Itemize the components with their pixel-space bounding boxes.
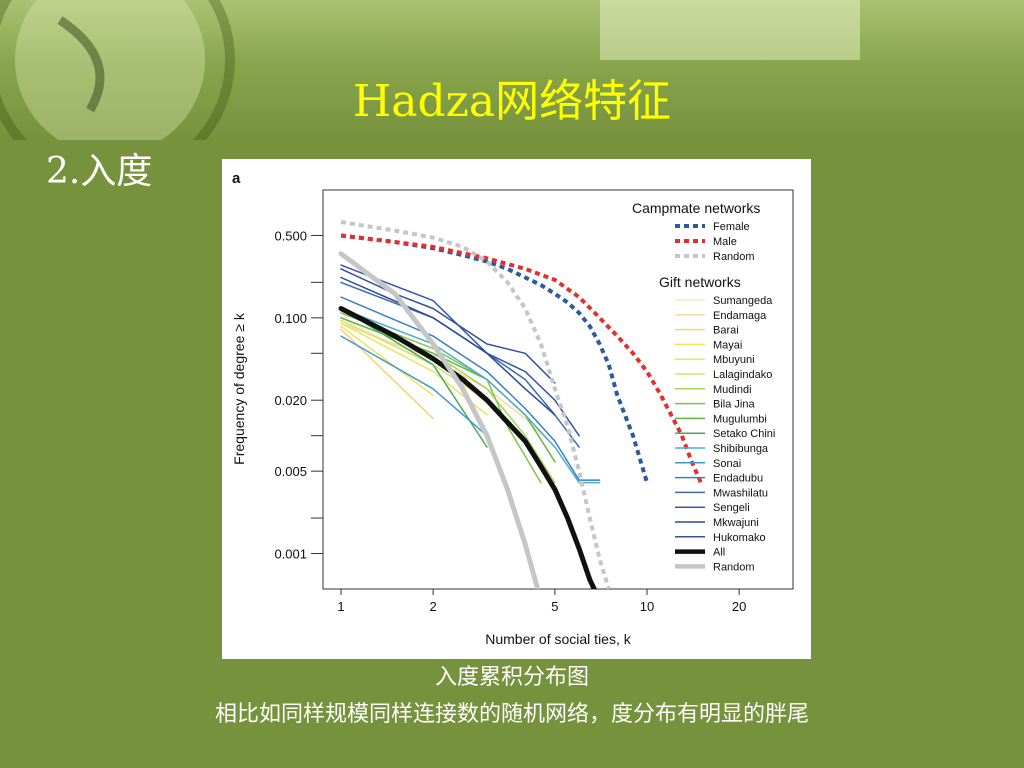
x-tick-label: 5 <box>551 599 558 614</box>
clock-face <box>15 0 205 140</box>
x-tick-label: 10 <box>640 599 654 614</box>
panel-label: a <box>232 170 241 187</box>
legend-entry: Setako Chini <box>713 428 775 440</box>
series-lines <box>338 220 703 589</box>
legend-entry: Mbuyuni <box>713 354 755 366</box>
banner-glow <box>600 0 860 60</box>
chart-svg: a 1 2 5 10 20 0.500 0.100 0.020 0.005 0.001 Numbe… <box>231 170 794 647</box>
chart-figure: a 1 2 5 10 20 0.500 0.100 0.020 0.005 0.001 Numbe… <box>222 159 811 659</box>
legend-entry: Mkwajuni <box>713 517 759 529</box>
series-line-female <box>340 233 649 484</box>
legend: Campmate networks Female Male Random Gift ne… <box>632 200 775 573</box>
slide-subtitle: 2.入度 <box>46 151 153 192</box>
y-tick-label: 0.500 <box>274 228 307 243</box>
slide-title: Hadza网络特征 <box>352 76 672 127</box>
plot-frame <box>322 189 794 590</box>
axis-ticks: 1 2 5 10 20 0.500 0.100 0.020 0.005 0.001 <box>274 228 746 614</box>
legend-entry: Mwashilatu <box>713 487 768 499</box>
y-tick-label: 0.005 <box>274 464 307 479</box>
legend-entry: Bila Jina <box>713 399 755 411</box>
legend-group-title: Campmate networks <box>632 200 760 216</box>
x-tick-label: 2 <box>429 599 436 614</box>
series-line-sonai <box>340 335 488 437</box>
legend-entry: Random <box>713 561 755 573</box>
legend-entry: Mudindi <box>713 384 752 396</box>
banner-decoration <box>0 0 860 140</box>
legend-entry: Male <box>713 236 737 248</box>
x-tick-label: 20 <box>732 599 746 614</box>
legend-entry: Sengeli <box>713 502 750 514</box>
y-tick-label: 0.100 <box>274 311 307 326</box>
series-line-male <box>340 233 703 484</box>
legend-entry: Female <box>713 221 750 233</box>
legend-entry: Random <box>713 251 755 263</box>
legend-entry: Barai <box>713 325 739 337</box>
series-line-all <box>338 306 597 589</box>
legend-entry: Mugulumbi <box>713 413 767 425</box>
header-banner <box>0 0 1024 140</box>
legend-entry: Sumangeda <box>713 295 773 307</box>
legend-entry: Shibibunga <box>713 443 769 455</box>
legend-entry: All <box>713 547 725 559</box>
clock-hand <box>57 16 105 113</box>
legend-entry: Lalagindako <box>713 369 772 381</box>
series-line-random <box>338 251 541 589</box>
legend-entry: Hukomako <box>713 532 766 544</box>
y-axis-label: Frequency of degree ≥ k <box>231 312 247 465</box>
legend-group-title: Gift networks <box>659 274 741 290</box>
x-tick-label: 1 <box>337 599 344 614</box>
figure-caption: 入度累积分布图 <box>434 665 589 690</box>
legend-entry: Endamaga <box>713 310 767 322</box>
legend-entry: Mayai <box>713 339 742 351</box>
y-tick-label: 0.001 <box>274 547 307 562</box>
slide-note: 相比如同样规模同样连接数的随机网络，度分布有明显的胖尾 <box>214 702 809 727</box>
x-axis-label: Number of social ties, k <box>485 631 631 647</box>
legend-entry: Sonai <box>713 458 741 470</box>
series-line-endadubu <box>340 296 601 481</box>
series-line-mayai <box>340 325 434 397</box>
y-tick-label: 0.020 <box>274 393 307 408</box>
legend-entry: Endadubu <box>713 473 763 485</box>
clock-ring <box>0 0 235 140</box>
series-line-random <box>340 220 611 589</box>
